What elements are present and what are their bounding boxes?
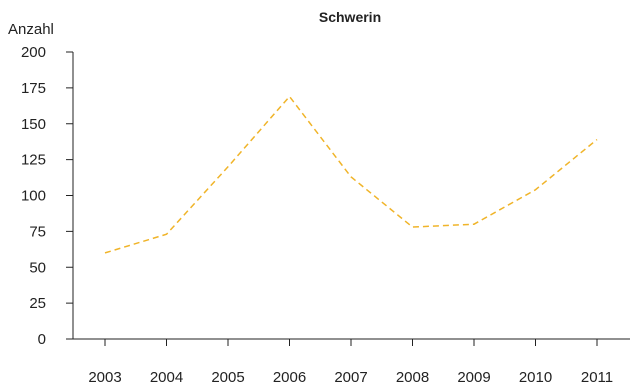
y-tick-label: 50 [29, 259, 46, 276]
x-tick-label: 2004 [150, 369, 183, 386]
x-tick-label: 2007 [334, 369, 367, 386]
y-tick-label: 200 [21, 44, 46, 61]
series-line [104, 95, 598, 254]
y-tick-label: 150 [21, 116, 46, 133]
y-tick-label: 0 [38, 331, 46, 348]
y-tick-label: 175 [21, 80, 46, 97]
chart-title: Schwerin [319, 9, 381, 25]
y-tick-label: 100 [21, 188, 46, 205]
axes: 0 25 50 75 100 125 150 175 200 2003 2004 2005 2006 20… [21, 44, 630, 386]
x-tick-label: 2009 [457, 369, 490, 386]
x-tick-label: 2003 [88, 369, 121, 386]
x-tick-label: 2005 [211, 369, 244, 386]
x-tick-label: 2011 [581, 369, 613, 386]
x-tick-label: 2010 [519, 369, 552, 386]
y-tick-label: 75 [29, 223, 46, 240]
x-tick-label: 2006 [273, 369, 306, 386]
y-tick-label: 25 [29, 295, 46, 312]
y-tick-label: 125 [21, 152, 46, 169]
y-axis-label: Anzahl [8, 21, 54, 38]
x-tick-label: 2008 [396, 369, 429, 386]
series-layer [104, 95, 598, 254]
